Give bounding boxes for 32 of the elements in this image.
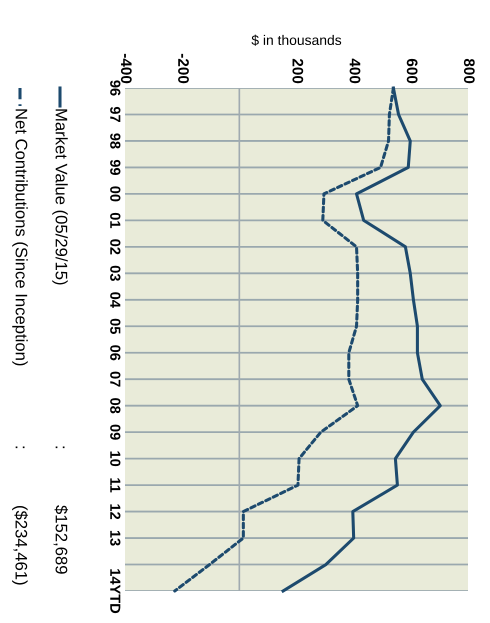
y-tick-label: 99 (110, 160, 120, 175)
y-tick-label: 06 (110, 345, 120, 360)
text: ($234,461) (12, 506, 28, 585)
x-tick-label: 600 (406, 58, 418, 84)
y-tick-label: 08 (110, 398, 120, 414)
text: $152,689 (54, 505, 68, 574)
y-tick-label: 11 (110, 478, 120, 492)
x-tick-label: 800 (464, 58, 475, 84)
y-tick-label: 02 (110, 239, 120, 254)
x-tick-label: 200 (292, 58, 304, 84)
x-tick-label: 400 (350, 58, 360, 84)
y-tick-label: 14YTD (110, 569, 120, 614)
x-tick-label: -400 (120, 54, 132, 84)
y-tick-label: 00 (110, 186, 120, 202)
y-tick-label: 09 (110, 424, 120, 440)
x-axis-title: $ in thousands (251, 34, 342, 46)
y-tick-label: 03 (110, 266, 120, 281)
y-tick-label: 98 (110, 133, 120, 149)
y-tick-label: 12 (110, 504, 120, 520)
y-tick-label: 05 (110, 318, 120, 334)
legend-label: Market Value (05/29/15) (52, 109, 68, 285)
text: : (16, 446, 24, 448)
y-tick-label: 04 (110, 292, 120, 308)
y-tick-label: 13 (110, 530, 120, 546)
y-tick-label: 10 (110, 451, 120, 466)
y-tick-label: 96 (110, 80, 120, 96)
text: : (56, 446, 64, 448)
x-tick-label: -200 (178, 54, 189, 84)
y-tick-label: 07 (110, 372, 120, 387)
y-tick-label: 01 (110, 212, 120, 228)
y-tick-label: 97 (110, 106, 120, 122)
legend-label: Net Contributions (Since Inception) (12, 109, 28, 366)
